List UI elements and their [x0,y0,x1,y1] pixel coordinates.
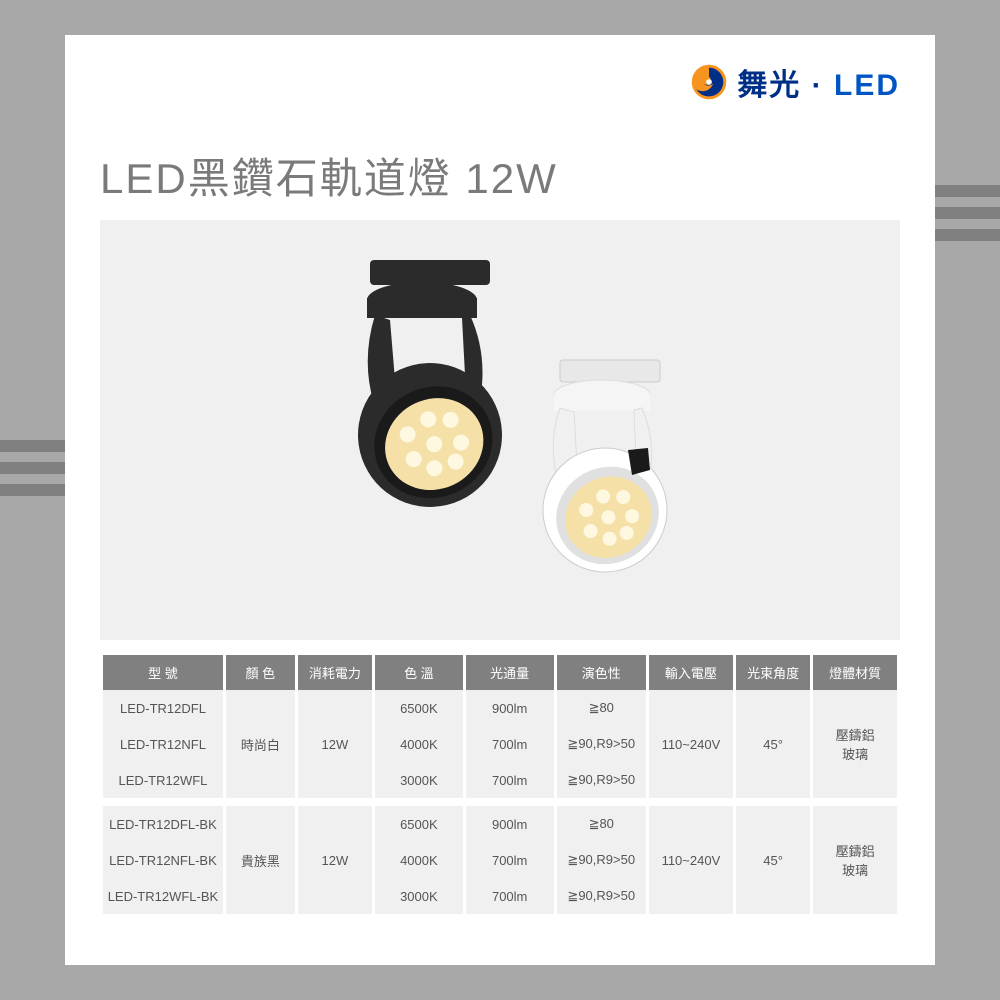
cell-temp: 3000K [375,762,463,798]
deco-bar [0,462,65,474]
cell-cri: ≧80 [557,806,646,842]
cell-flux: 700lm [466,762,554,798]
cell-flux: 700lm [466,842,554,878]
cell-model: LED-TR12NFL-BK [103,842,223,878]
cell-temp: 3000K [375,878,463,914]
cell-model: LED-TR12NFL [103,726,223,762]
cell-voltage: 110~240V [649,690,733,798]
spec-table: 型 號 顏 色 消耗電力 色 溫 光通量 演色性 輸入電壓 光束角度 燈體材質 … [100,655,900,914]
th-flux: 光通量 [466,655,554,690]
cell-material: 壓鑄鋁玻璃 [813,806,897,914]
cell-power: 12W [298,690,372,798]
brand-name2: LED [834,69,900,102]
cell-angle: 45° [736,690,810,798]
th-model: 型 號 [103,655,223,690]
cell-flux: 900lm [466,806,554,842]
product-lamps-icon [250,220,750,640]
cell-angle: 45° [736,806,810,914]
cell-voltage: 110~240V [649,806,733,914]
cell-material: 壓鑄鋁玻璃 [813,690,897,798]
deco-bar [935,207,1000,219]
cell-cri: ≧90,R9>50 [557,726,646,762]
deco-bar [0,484,65,496]
brand-text: 舞光 · LED [737,60,900,104]
cell-flux: 900lm [466,690,554,726]
cell-cri: ≧90,R9>50 [557,878,646,914]
deco-bar [0,440,65,452]
cell-flux: 700lm [466,726,554,762]
cell-color: 時尚白 [226,690,295,798]
cell-cri: ≧80 [557,690,646,726]
page: 舞光 · LED LED黑鑽石軌道燈 12W [65,35,935,965]
deco-bar [935,185,1000,197]
table-row: LED-TR12DFL時尚白12W6500K900lm≧80110~240V45… [103,690,897,726]
cell-flux: 700lm [466,878,554,914]
deco-bars-right [935,185,1000,251]
table-row: LED-TR12DFL-BK貴族黑12W6500K900lm≧80110~240… [103,806,897,842]
cell-temp: 6500K [375,690,463,726]
gap-cell [103,798,897,806]
cell-temp: 4000K [375,842,463,878]
th-power: 消耗電力 [298,655,372,690]
th-color: 顏 色 [226,655,295,690]
th-cri: 演色性 [557,655,646,690]
page-title: LED黑鑽石軌道燈 12W [100,145,558,206]
deco-bar [935,229,1000,241]
cell-cri: ≧90,R9>50 [557,842,646,878]
th-temp: 色 溫 [375,655,463,690]
cell-model: LED-TR12DFL-BK [103,806,223,842]
cell-model: LED-TR12WFL-BK [103,878,223,914]
th-material: 燈體材質 [813,655,897,690]
table-header-row: 型 號 顏 色 消耗電力 色 溫 光通量 演色性 輸入電壓 光束角度 燈體材質 [103,655,897,690]
brand-name1: 舞光 [737,69,801,102]
brand-logo-icon [691,64,727,100]
product-image-area [100,220,900,640]
cell-color: 貴族黑 [226,806,295,914]
cell-temp: 6500K [375,806,463,842]
cell-model: LED-TR12WFL [103,762,223,798]
cell-model: LED-TR12DFL [103,690,223,726]
cell-power: 12W [298,806,372,914]
brand-dot: · [812,69,824,102]
deco-bars-left [0,440,65,506]
table-gap-row [103,798,897,806]
spec-table-wrap: 型 號 顏 色 消耗電力 色 溫 光通量 演色性 輸入電壓 光束角度 燈體材質 … [100,655,900,914]
cell-cri: ≧90,R9>50 [557,762,646,798]
cell-temp: 4000K [375,726,463,762]
th-voltage: 輸入電壓 [649,655,733,690]
brand-header: 舞光 · LED [691,60,900,104]
th-angle: 光束角度 [736,655,810,690]
